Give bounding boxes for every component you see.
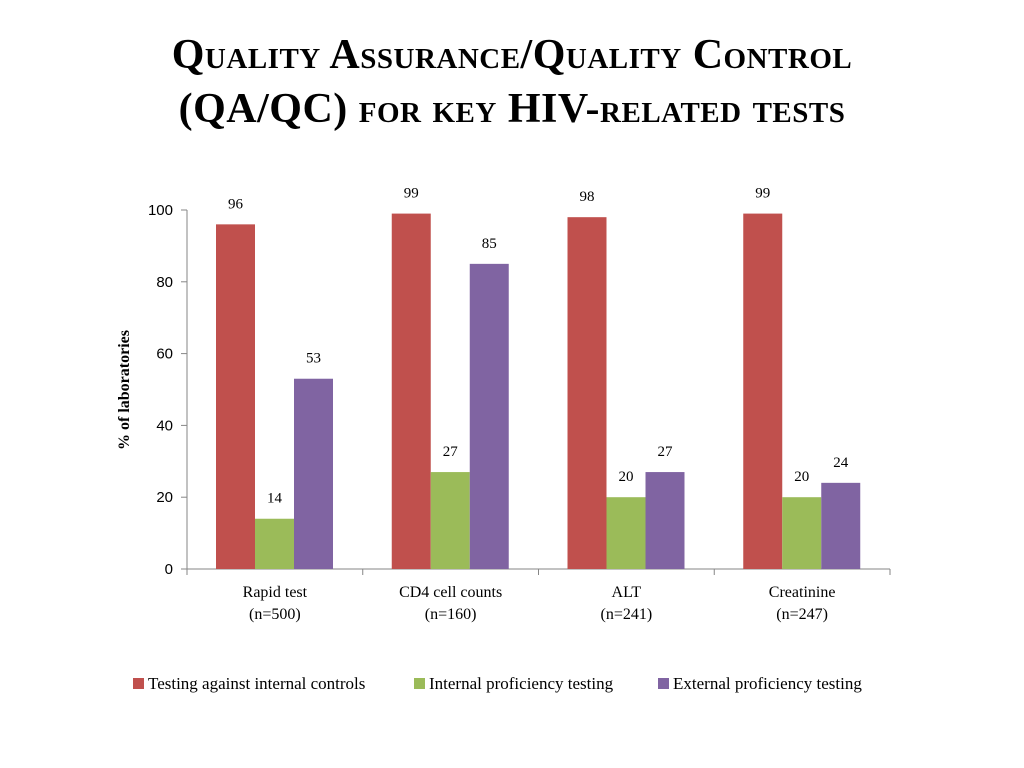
legend-swatch-3 — [658, 678, 669, 689]
bar-3-3 — [645, 472, 685, 569]
category-label: ALT — [612, 584, 642, 601]
bar-1-1 — [216, 224, 255, 570]
data-label: 20 — [619, 469, 634, 485]
category-label: (n=247) — [776, 606, 828, 623]
legend-swatch-1 — [133, 678, 144, 689]
bar-1-3 — [567, 217, 607, 569]
data-label: 20 — [794, 469, 809, 485]
data-label: 96 — [228, 196, 244, 212]
slide-title: Quality Assurance/Quality Control (QA/QC… — [40, 28, 984, 136]
bar-1-4 — [743, 213, 783, 569]
bar-1-2 — [391, 213, 431, 569]
bar-2-3 — [606, 497, 646, 569]
y-tick-label: 20 — [156, 489, 173, 506]
title-line-2: (QA/QC) for key HIV-related tests — [178, 86, 846, 132]
bar-3-4 — [821, 482, 861, 569]
category-label: Creatinine — [769, 584, 836, 601]
bar-2-1 — [255, 518, 294, 569]
bar-3-1 — [294, 378, 333, 569]
bar-2-2 — [430, 472, 470, 569]
data-label: 53 — [306, 351, 321, 367]
category-label: (n=500) — [249, 606, 301, 623]
data-label: 27 — [443, 444, 459, 460]
legend-swatch-2 — [414, 678, 425, 689]
y-axis-title: % of laboratories — [116, 330, 133, 450]
title-line-1: Quality Assurance/Quality Control — [171, 32, 853, 78]
data-label: 99 — [755, 186, 770, 202]
legend-label-1: Testing against internal controls — [148, 674, 365, 693]
data-label: 98 — [580, 189, 595, 205]
data-label: 14 — [267, 491, 283, 507]
data-label: 24 — [833, 455, 849, 471]
y-tick-label: 100 — [148, 202, 173, 219]
category-label: CD4 cell counts — [399, 584, 502, 601]
y-tick-label: 0 — [165, 561, 173, 578]
bar-3-2 — [469, 263, 509, 569]
y-tick-label: 40 — [156, 417, 173, 434]
legend-label-3: External proficiency testing — [673, 674, 862, 693]
category-label: (n=160) — [425, 606, 477, 623]
y-tick-label: 60 — [156, 346, 173, 363]
category-label: Rapid test — [243, 584, 308, 601]
legend-label-2: Internal proficiency testing — [429, 674, 614, 693]
data-label: 27 — [658, 444, 674, 460]
bar-2-4 — [782, 497, 822, 569]
category-label: (n=241) — [601, 606, 653, 623]
data-label: 85 — [482, 236, 497, 252]
y-tick-label: 80 — [156, 274, 173, 291]
data-label: 99 — [404, 186, 419, 202]
